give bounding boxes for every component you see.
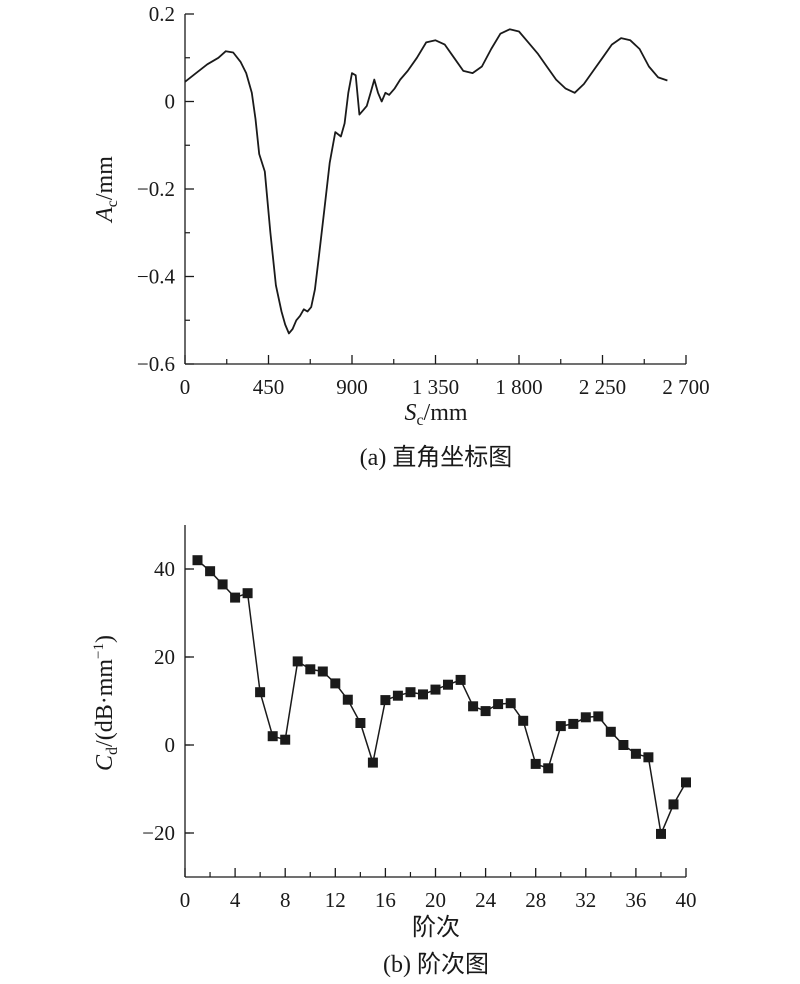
chart-b-x-tick-label: 12 bbox=[325, 888, 346, 912]
chart-a-caption: (a) 直角坐标图 bbox=[360, 444, 513, 471]
chart-b-data-point bbox=[618, 740, 629, 750]
chart-a-x-tick-label: 1 800 bbox=[495, 375, 542, 399]
chart-b-data-point bbox=[255, 687, 266, 698]
chart-b-data-point bbox=[580, 712, 591, 723]
chart-b-data-point bbox=[480, 706, 491, 717]
chart-b-x-tick-label: 36 bbox=[625, 888, 646, 912]
chart-b-data-point bbox=[668, 799, 679, 810]
chart-b-x-tick-label: 16 bbox=[375, 888, 396, 912]
chart-b-data-point bbox=[317, 666, 328, 677]
chart-b-y-axis-label: Cd/(dB·mm−1) bbox=[91, 635, 121, 771]
chart-b-y-tick-label: −20 bbox=[142, 821, 175, 845]
chart-b-data-point bbox=[292, 656, 303, 667]
chart-b-data-point bbox=[555, 721, 566, 732]
chart-b-data-point bbox=[630, 748, 641, 759]
chart-a-y-tick-label: 0.2 bbox=[149, 2, 175, 26]
chart-b-x-tick-label: 20 bbox=[425, 888, 446, 912]
chart-b-data-point bbox=[643, 752, 654, 763]
chart-b-data-point bbox=[568, 718, 579, 729]
chart-b: 0 4 8 12 16 20 24 28 32 36 40 −20 0 20 40 阶次 Cd/(dB·mm… bbox=[91, 525, 697, 978]
chart-b-data-point bbox=[605, 726, 616, 737]
chart-b-data-point bbox=[455, 674, 466, 685]
chart-b-x-tick-label: 28 bbox=[525, 888, 546, 912]
chart-a-x-tick-label: 2 700 bbox=[662, 375, 709, 399]
chart-a-y-axis-label: Ac/mm bbox=[92, 156, 121, 224]
chart-a-x-tick-label: 2 250 bbox=[579, 375, 626, 399]
chart-b-data-point bbox=[367, 757, 378, 768]
chart-b-data-point bbox=[430, 684, 441, 695]
chart-b-x-tick-label: 8 bbox=[280, 888, 291, 912]
chart-b-data-point bbox=[230, 592, 241, 603]
chart-b-data-point bbox=[380, 695, 391, 706]
chart-b-data-point bbox=[280, 734, 291, 745]
chart-b-data-point bbox=[593, 711, 604, 722]
chart-b-data-point bbox=[493, 699, 504, 710]
chart-b-data-point bbox=[443, 679, 453, 690]
chart-b-data-point bbox=[242, 588, 253, 599]
chart-a-series-line bbox=[184, 28, 668, 335]
chart-b-x-tick-label: 4 bbox=[230, 888, 241, 912]
chart-b-data-point bbox=[192, 555, 203, 566]
chart-b-data-point bbox=[305, 664, 316, 675]
chart-b-x-tick-label: 32 bbox=[575, 888, 596, 912]
chart-b-data-point bbox=[205, 566, 216, 577]
chart-b-x-tick-label: 24 bbox=[475, 888, 497, 912]
chart-b-data-point bbox=[267, 731, 278, 742]
chart-b-y-tick-label: 0 bbox=[165, 733, 176, 757]
chart-b-data-point bbox=[656, 828, 666, 839]
chart-a-y-tick-label: −0.4 bbox=[137, 265, 176, 289]
chart-b-y-tick-label: 40 bbox=[154, 557, 175, 581]
chart-b-data-point bbox=[330, 678, 341, 689]
chart-b-data-point bbox=[217, 579, 228, 590]
chart-a-y-tick-label: −0.2 bbox=[137, 177, 175, 201]
chart-b-data-point bbox=[518, 715, 529, 726]
chart-a: 0 450 900 1 350 1 800 2 250 2 700 −0.6 −0.4 −0.2 0… bbox=[92, 2, 710, 471]
chart-b-data-point bbox=[342, 694, 353, 705]
chart-a-y-tick-label: −0.6 bbox=[137, 352, 175, 376]
chart-a-x-tick-label: 0 bbox=[180, 375, 191, 399]
chart-b-data-point bbox=[468, 701, 479, 712]
chart-b-data-point bbox=[530, 758, 541, 769]
chart-b-x-axis-label: 阶次 bbox=[412, 914, 460, 941]
chart-b-data-point bbox=[418, 689, 428, 700]
chart-a-x-tick-label: 450 bbox=[253, 375, 285, 399]
chart-b-data-point bbox=[392, 690, 403, 701]
chart-b-data-point bbox=[543, 763, 554, 774]
chart-b-data-point bbox=[355, 718, 366, 728]
chart-a-x-tick-label: 900 bbox=[336, 375, 368, 399]
chart-b-data-point bbox=[405, 687, 416, 698]
chart-a-x-axis-label: Sc/mm bbox=[404, 400, 467, 429]
chart-b-caption: (b) 阶次图 bbox=[383, 951, 489, 978]
chart-b-x-tick-label: 0 bbox=[180, 888, 191, 912]
chart-b-series-line bbox=[197, 559, 687, 835]
chart-b-data-point bbox=[505, 698, 516, 709]
chart-b-data-point bbox=[681, 777, 691, 788]
chart-a-y-tick-label: 0 bbox=[165, 90, 176, 114]
chart-b-y-tick-label: 20 bbox=[154, 645, 175, 669]
chart-b-x-tick-label: 40 bbox=[676, 888, 697, 912]
chart-a-x-tick-label: 1 350 bbox=[412, 375, 459, 399]
